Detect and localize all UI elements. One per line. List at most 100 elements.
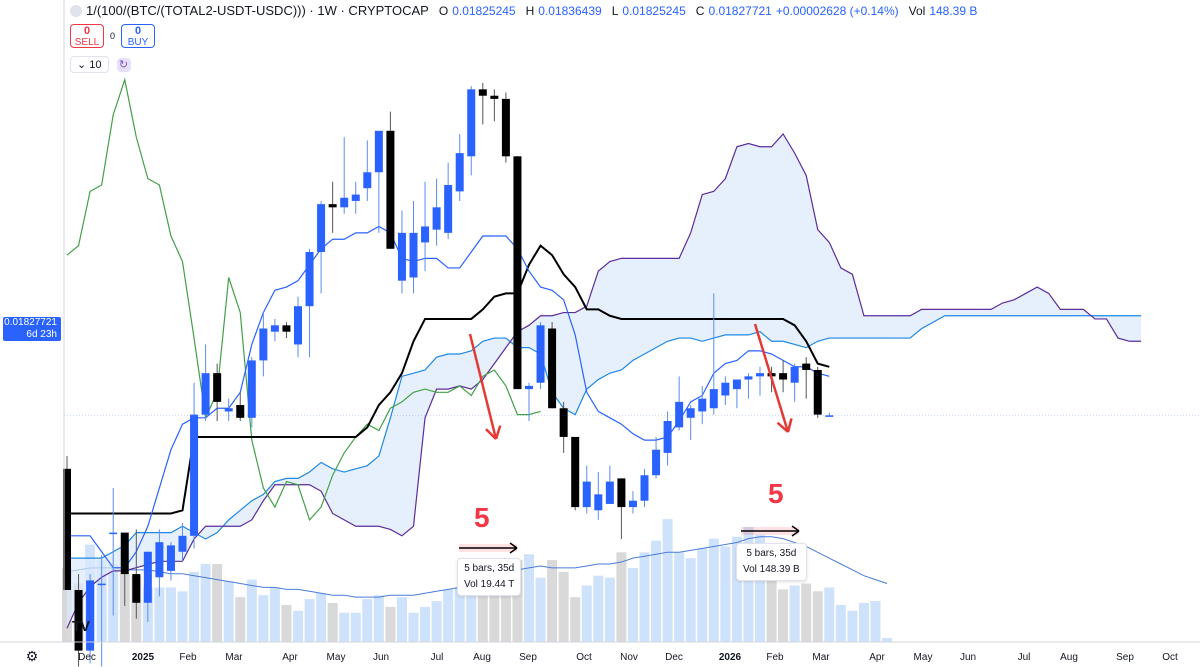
candle-body [790, 366, 799, 383]
close-value: 0.01827721 [708, 3, 772, 18]
time-axis-label: May [327, 652, 346, 663]
time-axis-label: Sep [519, 652, 537, 663]
candle [270, 318, 279, 342]
measure-2-head [791, 530, 800, 537]
candle-body [155, 542, 164, 578]
symbol-title[interactable]: 1/(100/(BTC/(TOTAL2-USDT-USDC))) · 1W · … [86, 3, 429, 18]
gear-icon[interactable]: ⚙ [25, 648, 39, 664]
volume-bar [362, 599, 373, 642]
volume-bar [743, 526, 754, 642]
time-axis-label: Oct [576, 652, 592, 663]
volume-bar [558, 571, 569, 642]
candle-body [247, 360, 256, 418]
bar-countdown: 6d 23h [26, 329, 57, 340]
volume-bar [581, 585, 592, 642]
current-price-label: 0.01827721 6d 23h [3, 317, 61, 341]
buy-button[interactable]: 0 BUY [121, 24, 156, 48]
volume-bar [339, 612, 350, 642]
candle [363, 140, 372, 201]
measure-1-head [509, 547, 518, 554]
measure-2-bars: 5 bars, 35d [746, 548, 797, 559]
refresh-icon[interactable]: ↻ [116, 57, 131, 72]
sell-button[interactable]: 0 SELL [70, 24, 104, 48]
leading-span-b-line [66, 132, 1142, 629]
candle [178, 523, 187, 562]
time-axis-label: 2025 [132, 652, 155, 663]
volume-bar [766, 567, 777, 642]
candle-body [617, 478, 626, 508]
candle [582, 465, 591, 514]
candle [467, 86, 476, 176]
candle-body [628, 500, 637, 508]
volume-bar [431, 601, 442, 642]
candle-body [421, 226, 430, 243]
volume-bar [547, 560, 558, 642]
candle [663, 411, 672, 466]
volume-bar [801, 583, 812, 642]
candle [779, 360, 788, 393]
candle [455, 133, 464, 201]
forecast-arrow-2-head [786, 418, 793, 433]
candle [143, 551, 152, 622]
candle-body [86, 580, 95, 651]
volume-bar [524, 554, 534, 642]
volume-bar [466, 571, 477, 642]
candle [721, 376, 730, 406]
candle-body [74, 590, 83, 651]
time-axis-label: Jul [431, 652, 444, 663]
measure-1-volume: Vol 19.44 T [464, 579, 515, 590]
candle [109, 487, 118, 616]
candle [86, 574, 95, 664]
candle-body [536, 325, 545, 383]
volume-bar [604, 577, 615, 642]
volume-bar [535, 577, 546, 642]
time-axis-label: Feb [179, 652, 197, 663]
candle-body [351, 194, 360, 201]
candle [97, 554, 106, 667]
candle-body [663, 420, 672, 453]
candle [328, 181, 337, 233]
time-axis-label: Aug [1060, 652, 1078, 663]
candle [790, 363, 799, 402]
volume-bar [258, 595, 269, 642]
ichimoku-cloud [67, 133, 1142, 629]
candle-body [259, 328, 268, 361]
candle-body [779, 373, 788, 380]
volume-bar [350, 612, 361, 642]
candle [190, 382, 199, 549]
candle-body [166, 545, 175, 571]
indicator-count-toggle[interactable]: ⌄ 10 [70, 56, 109, 73]
candle-body [525, 385, 533, 390]
indicator-controls: ⌄ 10 ↻ [70, 56, 131, 73]
candle-body [478, 89, 487, 96]
candle [605, 465, 614, 504]
candles-layer [63, 82, 834, 667]
time-axis-label: Dec [665, 652, 683, 663]
volume-bar [755, 534, 765, 642]
annotations-layer [459, 323, 800, 554]
candle [166, 542, 175, 581]
candle [421, 181, 430, 272]
spread-value: 0 [110, 31, 116, 41]
volume-bar [697, 548, 708, 642]
time-axis-label: Mar [225, 652, 243, 663]
volume-bar [570, 597, 581, 642]
candle-body [444, 185, 453, 233]
candle [732, 379, 741, 409]
candle-body [190, 414, 199, 536]
candle-body [455, 153, 464, 192]
candle [213, 363, 222, 421]
measure-2-volume: Vol 148.39 B [743, 564, 800, 575]
candle [63, 456, 71, 591]
candle-body [328, 204, 337, 208]
candle [224, 398, 233, 421]
candle [374, 130, 383, 233]
volume-bar [778, 589, 789, 642]
candle-body [224, 408, 233, 412]
candle-body [282, 325, 291, 332]
measure-2-tooltip: 5 bars, 35d Vol 148.39 B [736, 543, 807, 581]
time-axis-label: May [914, 652, 933, 663]
volume-bar [200, 564, 211, 642]
volume-bar [616, 552, 627, 642]
candle [744, 373, 753, 399]
